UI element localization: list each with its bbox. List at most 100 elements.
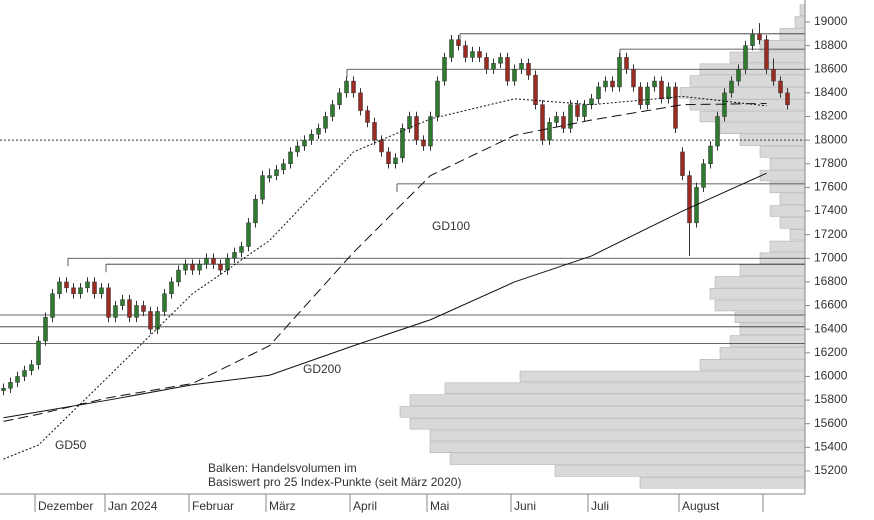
volume-bar xyxy=(779,217,806,229)
candle-body xyxy=(673,86,678,129)
y-tick-label: 16800 xyxy=(814,274,848,288)
candle-body xyxy=(736,68,741,82)
candle-body xyxy=(8,382,13,389)
candle-body xyxy=(512,68,517,82)
volume-bar xyxy=(689,75,806,87)
x-tick-label: Mai xyxy=(430,499,449,513)
volume-bar xyxy=(714,276,806,288)
y-tick-label: 18800 xyxy=(814,38,848,52)
y-tick-label: 17400 xyxy=(814,203,848,217)
candle-body xyxy=(414,116,419,141)
candle-body xyxy=(750,33,755,46)
candle-body xyxy=(351,80,356,94)
candle-body xyxy=(533,74,538,105)
candle-body xyxy=(449,39,454,58)
candle-body xyxy=(715,116,720,147)
candle-body xyxy=(400,128,405,159)
volume-bar xyxy=(769,205,806,217)
candle-body xyxy=(757,33,762,40)
candle-body xyxy=(71,287,76,294)
candle-body xyxy=(491,63,496,70)
y-tick-label: 16400 xyxy=(814,321,848,335)
candle-body xyxy=(232,252,237,259)
candle-body xyxy=(435,80,440,117)
candle-body xyxy=(617,57,622,88)
candle-body xyxy=(260,175,265,200)
candle-body xyxy=(484,57,489,70)
volume-bar xyxy=(449,453,806,465)
candle-body xyxy=(211,258,216,265)
candle-body xyxy=(92,281,97,294)
y-tick-label: 17600 xyxy=(814,180,848,194)
candle-body xyxy=(141,305,146,312)
candle-body xyxy=(729,80,734,94)
candle-body xyxy=(708,145,713,165)
candle-body xyxy=(302,139,307,147)
volume-bar xyxy=(444,382,806,394)
candle-body xyxy=(638,86,643,105)
x-tick-label: Juli xyxy=(591,499,609,513)
candle-body xyxy=(365,110,370,123)
moving-average xyxy=(3,172,767,419)
y-tick-label: 17800 xyxy=(814,156,848,170)
volume-bar xyxy=(739,323,806,335)
volume-bar xyxy=(729,335,806,347)
volume-bar xyxy=(759,169,806,182)
volume-bar xyxy=(779,193,806,205)
volume-bar xyxy=(699,358,806,371)
x-tick-label: Dezember xyxy=(38,499,93,513)
x-tick-label: Juni xyxy=(514,499,536,513)
candle-body xyxy=(603,80,608,88)
candle-body xyxy=(134,305,139,318)
candle-body xyxy=(778,80,783,94)
candle-body xyxy=(554,116,559,123)
volume-bar xyxy=(714,299,806,312)
ma-label: GD50 xyxy=(55,438,87,452)
candle-body xyxy=(239,246,244,253)
candle-body xyxy=(127,299,132,318)
volume-bar xyxy=(519,370,806,383)
candle-body xyxy=(442,57,447,82)
candle-body xyxy=(526,63,531,76)
candle-body xyxy=(50,293,55,318)
volume-bar xyxy=(794,16,806,28)
candle-body xyxy=(323,116,328,129)
candle-body xyxy=(393,157,398,165)
volume-bar xyxy=(759,146,806,158)
candle-body xyxy=(274,169,279,176)
y-tick-label: 17200 xyxy=(814,227,848,241)
volume-bar xyxy=(409,394,806,406)
candle-body xyxy=(666,86,671,100)
ma-label: GD200 xyxy=(303,362,341,376)
candle-body xyxy=(610,80,615,88)
candle-body xyxy=(540,104,545,141)
x-tick-label: Februar xyxy=(192,499,234,513)
candle-body xyxy=(197,263,202,271)
candle-body xyxy=(330,104,335,117)
candle-body xyxy=(687,175,692,224)
candle-body xyxy=(225,258,230,271)
moving-average xyxy=(3,103,767,422)
volume-bar xyxy=(709,288,806,300)
candle-body xyxy=(463,45,468,58)
candle-body xyxy=(344,80,349,94)
candle-body xyxy=(29,364,34,371)
candle-body xyxy=(358,92,363,111)
y-tick-label: 18200 xyxy=(814,109,848,123)
candle-body xyxy=(624,57,629,70)
candle-body xyxy=(64,281,69,289)
candle-body xyxy=(743,45,748,70)
candle-body xyxy=(57,281,62,294)
candle-body xyxy=(631,68,636,88)
candle-body xyxy=(316,128,321,135)
y-tick-label: 15600 xyxy=(814,416,848,430)
candle-body xyxy=(421,139,426,147)
candle-body xyxy=(218,263,223,271)
y-tick-label: 16000 xyxy=(814,369,848,383)
candle-body xyxy=(281,163,286,170)
candle-body xyxy=(582,104,587,117)
candle-body xyxy=(701,163,706,188)
candle-body xyxy=(645,86,650,105)
volume-bar xyxy=(734,311,806,324)
